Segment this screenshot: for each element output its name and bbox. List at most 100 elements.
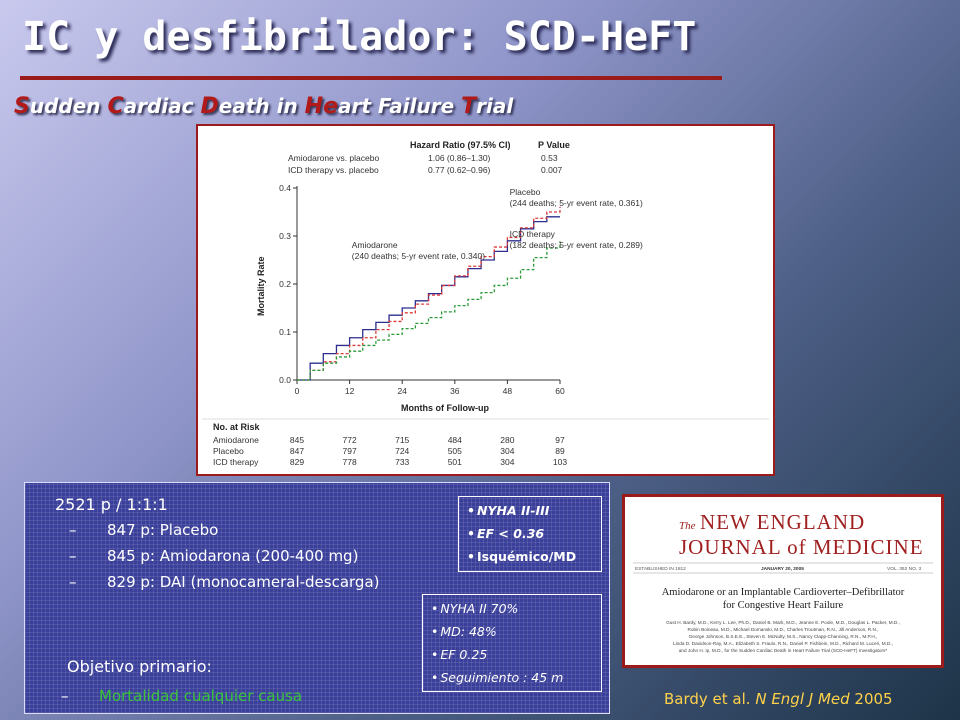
subtitle-text-1: udden bbox=[29, 94, 108, 118]
kaplan-meier-figure: Hazard Ratio (97.5% CI) P Value Amiodaro… bbox=[196, 124, 775, 476]
series-line bbox=[297, 206, 561, 381]
p-header: P Value bbox=[538, 140, 570, 150]
series-line bbox=[297, 241, 561, 381]
subtitle-cap-c: C bbox=[107, 94, 124, 119]
x-tick-label: 36 bbox=[450, 386, 460, 396]
subtitle-text-5: rial bbox=[476, 94, 514, 118]
hr-row-value: 0.77 (0.62–0.96) bbox=[428, 165, 491, 175]
slide-title: IC y desfibrilador: SCD-HeFT bbox=[22, 14, 697, 60]
at-risk-value: 778 bbox=[343, 457, 357, 467]
hr-row-label: ICD therapy vs. placebo bbox=[288, 165, 379, 175]
nejm-cover-image: The NEW ENGLAND JOURNAL of MEDICINE ESTA… bbox=[633, 510, 933, 653]
population-item: EF 0.25 bbox=[431, 647, 601, 662]
population-item: NYHA II 70% bbox=[431, 601, 601, 616]
y-tick-label: 0.1 bbox=[279, 327, 291, 337]
subtitle-text-2: ardiac bbox=[123, 94, 201, 118]
population-box: NYHA II 70% MD: 48% EF 0.25 Seguimiento … bbox=[422, 594, 602, 692]
objective-item: – Mortalidad cualquier causa bbox=[61, 687, 302, 705]
hr-header: Hazard Ratio (97.5% CI) bbox=[410, 140, 511, 150]
y-tick-label: 0.0 bbox=[279, 375, 291, 385]
y-tick-label: 0.2 bbox=[279, 279, 291, 289]
at-risk-value: 797 bbox=[343, 446, 357, 456]
slide-subtitle: Sudden Cardiac Death in Heart Failure Tr… bbox=[14, 94, 513, 119]
title-underline bbox=[20, 76, 722, 80]
bullet-dash: – bbox=[61, 687, 69, 705]
criteria-item: EF < 0.36 bbox=[467, 526, 601, 541]
inclusion-criteria-box: NYHA II-III EF < 0.36 Isquémico/MD bbox=[458, 496, 602, 572]
at-risk-value: 501 bbox=[448, 457, 462, 467]
citation-authors: Bardy et al. bbox=[664, 690, 756, 708]
citation: Bardy et al. N Engl J Med 2005 bbox=[664, 690, 893, 708]
hr-row-p: 0.007 bbox=[541, 165, 563, 175]
at-risk-value: 505 bbox=[448, 446, 462, 456]
hr-row-label: Amiodarone vs. placebo bbox=[288, 153, 379, 163]
at-risk-value: 304 bbox=[500, 446, 514, 456]
chart-annotation: Amiodarone bbox=[352, 240, 398, 250]
at-risk-value: 724 bbox=[395, 446, 409, 456]
at-risk-value: 484 bbox=[448, 435, 462, 445]
criteria-item: Isquémico/MD bbox=[467, 549, 601, 564]
x-tick-label: 24 bbox=[397, 386, 407, 396]
study-arm-placebo: – 847 p: Placebo bbox=[69, 521, 218, 539]
at-risk-value: 304 bbox=[500, 457, 514, 467]
at-risk-value: 847 bbox=[290, 446, 304, 456]
hr-row-value: 1.06 (0.86–1.30) bbox=[428, 153, 491, 163]
subtitle-text-3: eath in bbox=[218, 94, 305, 118]
chart-annotation: (240 deaths; 5-yr event rate, 0.340) bbox=[352, 251, 485, 261]
at-risk-value: 772 bbox=[343, 435, 357, 445]
at-risk-row-label: Amiodarone bbox=[213, 435, 259, 445]
bullet-dash: – bbox=[69, 573, 77, 591]
at-risk-row-label: Placebo bbox=[213, 446, 244, 456]
bullet-dash: – bbox=[69, 521, 77, 539]
subtitle-cap-d: D bbox=[200, 94, 219, 119]
series-line bbox=[297, 216, 560, 381]
bullet-dash: – bbox=[69, 547, 77, 565]
population-item: Seguimiento : 45 m bbox=[431, 670, 601, 685]
study-headline: 2521 p / 1:1:1 bbox=[55, 495, 168, 514]
objective-text: Mortalidad cualquier causa bbox=[99, 687, 303, 705]
article-authors-line: George Johnson, B.S.E.E., Steven E. McNu… bbox=[689, 634, 878, 639]
subtitle-cap-t: T bbox=[461, 94, 477, 119]
at-risk-value: 845 bbox=[290, 435, 304, 445]
subtitle-text-4: art Failure bbox=[338, 94, 462, 118]
kaplan-meier-chart: Hazard Ratio (97.5% CI) P Value Amiodaro… bbox=[202, 140, 769, 467]
study-arm-text: 829 p: DAI (monocameral-descarga) bbox=[107, 573, 380, 591]
x-axis-label: Months of Follow-up bbox=[401, 403, 489, 413]
chart-annotation: ICD therapy bbox=[510, 229, 556, 239]
study-arm-text: 845 p: Amiodarona (200-400 mg) bbox=[107, 547, 359, 565]
article-title-line1: Amiodarone or an Implantable Cardioverte… bbox=[662, 587, 905, 598]
subtitle-cap-s: S bbox=[14, 94, 30, 119]
criteria-item: NYHA II-III bbox=[467, 503, 601, 518]
journal-name-line2: JOURNAL of MEDICINE bbox=[679, 535, 924, 559]
journal-date: JANUARY 20, 2005 bbox=[761, 566, 804, 572]
study-arm-icd: – 829 p: DAI (monocameral-descarga) bbox=[69, 573, 380, 591]
article-authors-line: Linda D. Davidson-Ray, M.A., Elizabeth S… bbox=[673, 641, 893, 646]
journal-name-line1: NEW ENGLAND bbox=[700, 510, 865, 534]
at-risk-row-label: ICD therapy bbox=[213, 457, 259, 467]
at-risk-value: 103 bbox=[553, 457, 567, 467]
study-arm-text: 847 p: Placebo bbox=[107, 521, 219, 539]
objective-label: Objetivo primario: bbox=[67, 657, 212, 676]
chart-annotation: (244 deaths; 5-yr event rate, 0.361) bbox=[510, 198, 643, 208]
population-item: MD: 48% bbox=[431, 624, 601, 639]
journal-the: The bbox=[679, 520, 696, 532]
nejm-article-cover: The NEW ENGLAND JOURNAL of MEDICINE ESTA… bbox=[622, 494, 944, 668]
article-title-line2: for Congestive Heart Failure bbox=[723, 600, 844, 611]
citation-journal: N Engl J Med bbox=[755, 690, 850, 708]
subtitle-cap-he: He bbox=[304, 94, 339, 119]
y-axis-label: Mortality Rate bbox=[256, 256, 266, 316]
x-tick-label: 0 bbox=[295, 386, 300, 396]
at-risk-value: 733 bbox=[395, 457, 409, 467]
hr-row-p: 0.53 bbox=[541, 153, 558, 163]
chart-annotation: Placebo bbox=[510, 187, 541, 197]
at-risk-value: 715 bbox=[395, 435, 409, 445]
at-risk-value: 97 bbox=[555, 435, 565, 445]
journal-volume: VOL. 352 NO. 3 bbox=[887, 566, 921, 572]
citation-year: 2005 bbox=[849, 690, 893, 708]
study-arm-amiodarone: – 845 p: Amiodarona (200-400 mg) bbox=[69, 547, 358, 565]
at-risk-value: 280 bbox=[500, 435, 514, 445]
article-authors-line: Robin Boineau, M.D., Michael Domanski, M… bbox=[688, 627, 879, 632]
chart-annotation: (182 deaths; 5-yr event rate, 0.289) bbox=[510, 240, 643, 250]
at-risk-title: No. at Risk bbox=[213, 422, 261, 432]
y-tick-label: 0.4 bbox=[279, 183, 291, 193]
